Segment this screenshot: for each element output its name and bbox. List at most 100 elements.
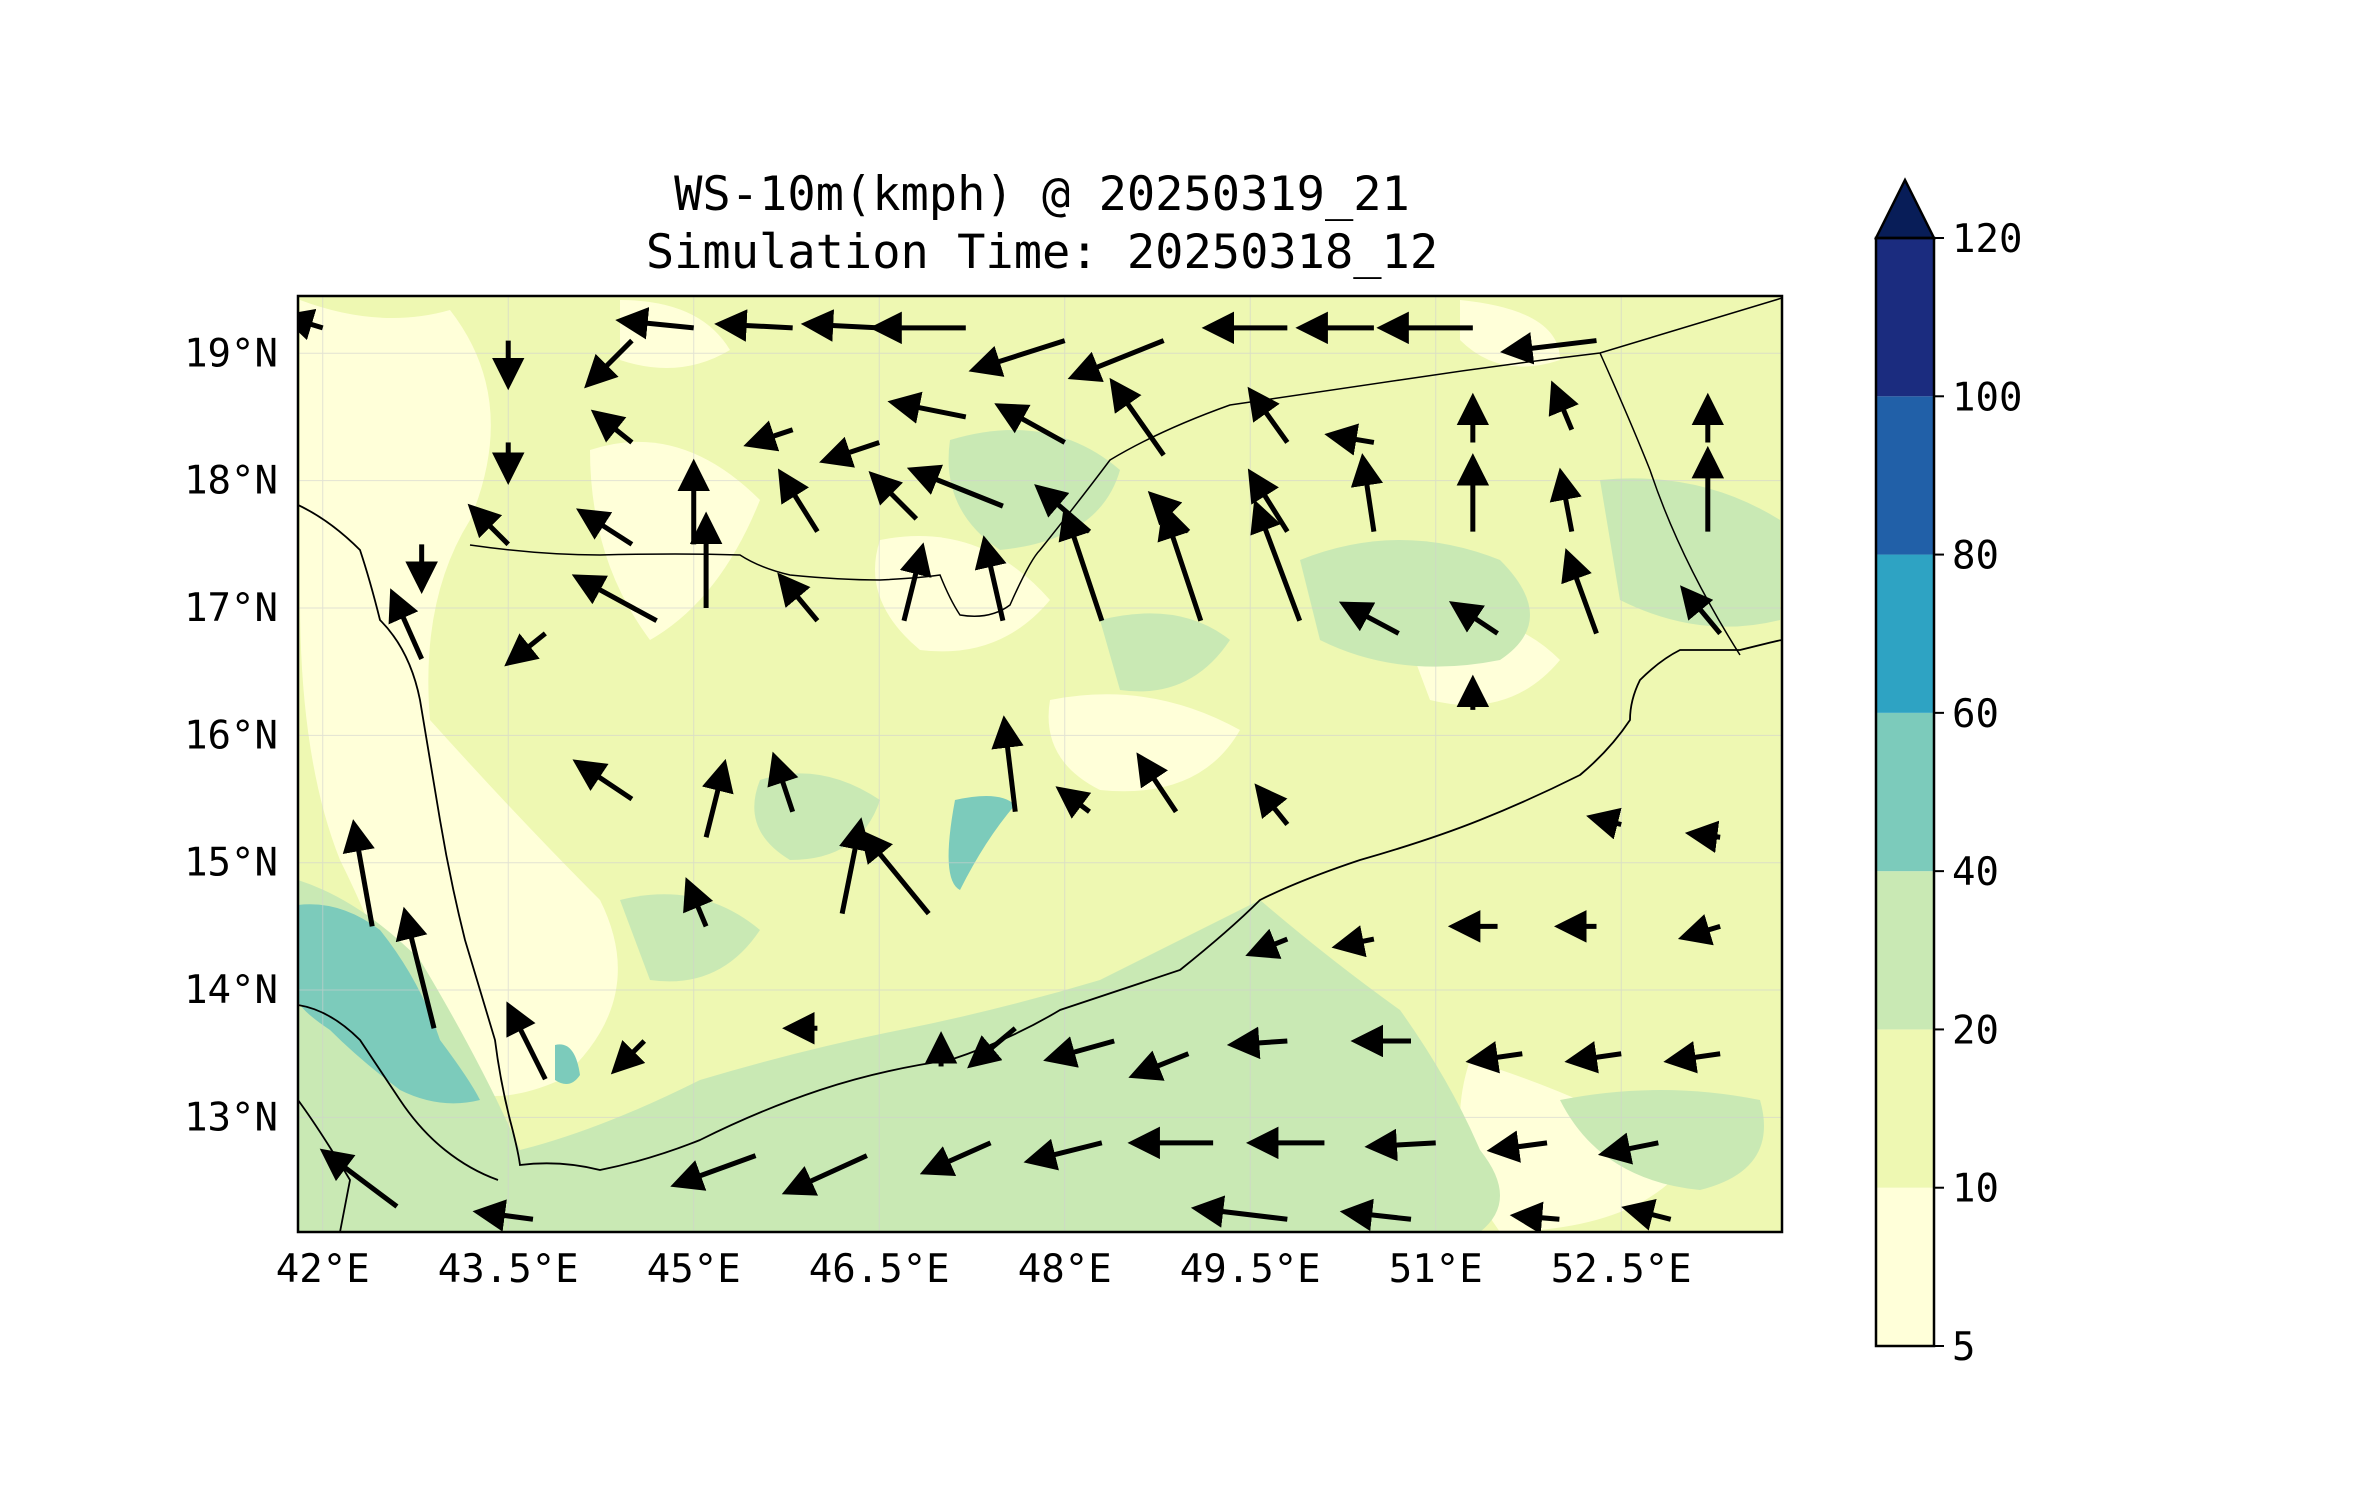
lat-tick-label: 13°N	[184, 1095, 278, 1140]
wind-vector-arrow	[610, 1039, 647, 1075]
lat-tick-label: 19°N	[184, 331, 278, 376]
wind-vector-arrow	[388, 588, 424, 660]
wind-vector-arrow	[839, 817, 871, 915]
wind-vector-arrow	[777, 572, 820, 623]
wind-vector-arrow	[1364, 1128, 1436, 1162]
wind-vector-arrow	[1509, 1201, 1560, 1232]
lon-tick-label: 51°E	[1389, 1247, 1483, 1292]
figure-subtitle: Simulation Time: 20250318_12	[646, 225, 1438, 280]
wind-vector-arrow	[298, 308, 324, 341]
colorbar-tick-label: 60	[1952, 692, 1999, 737]
wind-vector-arrow	[590, 409, 634, 445]
wind-vector-arrow	[1549, 467, 1582, 533]
wind-vector-arrow	[868, 471, 919, 521]
wind-vector-arrow	[919, 1140, 992, 1176]
wind-vector-arrow	[967, 1026, 1017, 1069]
colorbar-segment	[1876, 554, 1934, 713]
longitude-tick-labels: 42°E 43.5°E 45°E 46.5°E 48°E 49.5°E 51°E 52.5°E	[276, 1247, 1692, 1292]
colorbar-tick-label: 40	[1952, 850, 1999, 895]
contour-5-10	[300, 300, 1690, 1232]
wind-vector-layer	[298, 307, 1725, 1232]
map-gridlines	[298, 296, 1782, 1232]
wind-vector-arrow	[968, 338, 1066, 377]
wind-vector-arrow	[1055, 786, 1092, 819]
wind-vector-arrow	[702, 758, 734, 838]
wind-vector-arrow	[1621, 1199, 1672, 1231]
map-frame	[296, 294, 1784, 1234]
figure-title: WS-10m(kmph) @ 20250319_21	[674, 167, 1410, 222]
lat-tick-label: 15°N	[184, 841, 278, 886]
lon-tick-label: 45°E	[647, 1247, 741, 1292]
wind-vector-arrow	[1058, 506, 1105, 622]
colorbar-tick-label: 80	[1952, 534, 1999, 579]
colorbar-segment	[1876, 1187, 1934, 1346]
lon-tick-label: 49.5°E	[1180, 1247, 1321, 1292]
wind-vector-arrow	[1663, 1041, 1721, 1074]
wind-vector-arrow	[342, 819, 375, 927]
wind-vector-arrow	[743, 420, 794, 452]
yemen-saudi-border	[469, 297, 1782, 617]
wind-vector-arrow	[1190, 1195, 1288, 1228]
wind-vector-arrow	[1684, 820, 1721, 853]
wind-vector-arrow	[1157, 506, 1204, 622]
wind-vector-arrow	[467, 503, 511, 547]
wind-vector-arrow	[1128, 1050, 1190, 1081]
wind-vector-arrow	[777, 468, 820, 533]
wind-vector-arrow	[1561, 548, 1599, 635]
wind-vector-arrow	[1136, 752, 1179, 814]
map-panel	[296, 294, 1784, 1234]
colorbar-segment	[1876, 396, 1934, 555]
wind-vector-arrow	[1254, 783, 1290, 827]
wind-vector-arrow	[1564, 1041, 1622, 1074]
colorbar-tick-label: 10	[1952, 1167, 1999, 1212]
wind-vector-arrow	[1109, 377, 1166, 457]
lon-tick-label: 46.5°E	[809, 1247, 950, 1292]
colorbar-tick-label: 120	[1952, 217, 2022, 262]
colorbar-tick-label: 20	[1952, 1008, 1999, 1053]
wind-vector-arrow	[1677, 914, 1721, 946]
wind-vector-arrow	[899, 542, 932, 622]
wind-vector-arrow	[576, 508, 634, 547]
wind-vector-arrow	[670, 1153, 757, 1191]
african-coastline	[298, 1004, 499, 1181]
wind-vector-arrow	[472, 1199, 534, 1232]
wind-vector-arrow	[572, 759, 634, 802]
colorbar-segment	[1876, 871, 1934, 1030]
wind-vector-arrow	[781, 1153, 868, 1196]
lon-tick-label: 42°E	[276, 1247, 370, 1292]
arabian-coastline	[298, 504, 1782, 1171]
wind-vector-arrow	[819, 436, 881, 468]
lat-tick-label: 14°N	[184, 968, 278, 1013]
wind-vector-arrow	[767, 751, 799, 813]
wind-vector-arrow	[1043, 1036, 1115, 1068]
lon-tick-label: 52.5°E	[1551, 1247, 1692, 1292]
wind-vector-arrow	[504, 631, 547, 667]
latitude-tick-labels: 19°N 18°N 17°N 16°N 15°N 14°N 13°N	[184, 331, 278, 1140]
colorbar-segment	[1876, 1029, 1934, 1188]
wind-vector-arrow	[974, 535, 1007, 622]
colorbar-tick-label: 100	[1952, 375, 2022, 420]
colorbar-tick-label: 5	[1952, 1325, 1975, 1370]
lon-tick-label: 48°E	[1018, 1247, 1112, 1292]
wind-vector-arrow	[1338, 601, 1400, 636]
wind-vector-arrow	[506, 1001, 548, 1081]
lat-tick-label: 16°N	[184, 713, 278, 758]
wind-vector-arrow	[991, 715, 1024, 813]
wind-vector-arrow	[1586, 807, 1622, 840]
wind-vector-arrow	[395, 906, 437, 1029]
wind-vector-arrow	[887, 391, 967, 424]
wind-vector-arrow	[1250, 499, 1303, 622]
lat-tick-label: 17°N	[184, 586, 278, 631]
wind-vector-arrow	[1324, 423, 1375, 456]
wind-vector-arrow	[1500, 332, 1597, 365]
wind-vector-arrow	[615, 307, 694, 340]
wind-vector-arrow	[1486, 1130, 1548, 1163]
wind-vector-arrow	[1350, 453, 1384, 532]
wind-vector-arrow	[1339, 1198, 1412, 1232]
contour-40-60	[298, 796, 1015, 1104]
wind-vector-arrow	[1226, 1026, 1288, 1060]
wind-vector-arrow	[800, 309, 880, 342]
wind-vector-arrow	[571, 574, 658, 623]
colorbar: 5 10 20 40 60 80 100 120	[1873, 177, 2022, 1370]
wind-vector-arrow	[1680, 585, 1723, 636]
